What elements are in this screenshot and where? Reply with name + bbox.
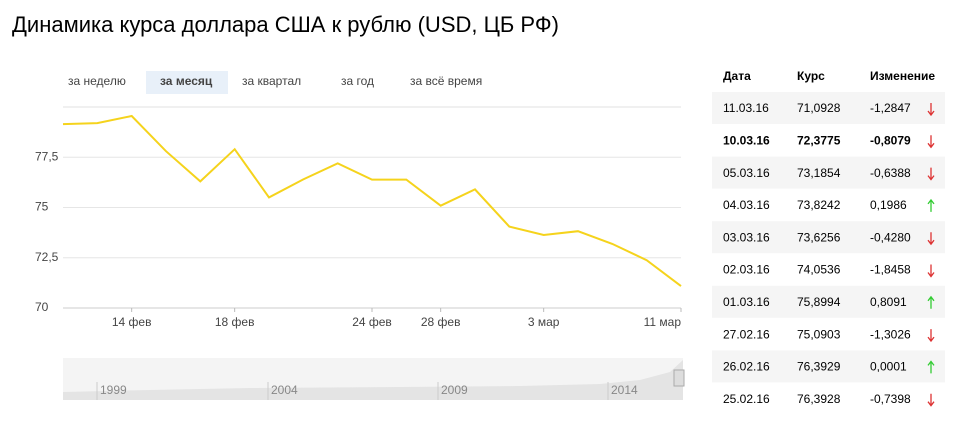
x-tick-label: 3 мар <box>528 315 560 329</box>
change-arrow <box>927 295 935 309</box>
table-cell: 01.03.16 <box>723 295 770 309</box>
table-cell: 76,3929 <box>797 360 841 374</box>
change-arrow <box>927 393 935 407</box>
table-cell: 03.03.16 <box>723 230 770 244</box>
table-cell: 71,0928 <box>797 101 841 115</box>
y-tick-label: 77,5 <box>35 149 59 163</box>
navigator-label: 2014 <box>611 383 638 397</box>
table-cell: 74,0536 <box>797 263 841 277</box>
change-arrow <box>927 329 935 343</box>
x-tick-label: 11 мар <box>644 315 682 329</box>
tab[interactable]: за всё время <box>410 74 482 88</box>
tab[interactable]: за неделю <box>68 74 126 88</box>
table-cell: 0,1986 <box>870 198 907 212</box>
navigator-handle[interactable] <box>673 369 685 387</box>
change-arrow <box>927 198 935 212</box>
table-cell: -1,8458 <box>870 263 911 277</box>
table-cell: 11.03.16 <box>723 101 769 115</box>
y-tick-label: 72,5 <box>35 250 59 264</box>
x-tick-label: 24 фев <box>352 315 392 329</box>
table-cell: -1,2847 <box>870 101 911 115</box>
table-header: Дата <box>723 69 751 83</box>
navigator-area <box>63 360 683 400</box>
x-tick-label: 28 фев <box>421 315 461 329</box>
table-cell: 10.03.16 <box>723 133 770 147</box>
table-cell: -1,3026 <box>870 327 911 341</box>
table-cell: 25.02.16 <box>723 392 770 406</box>
table-cell: 73,1854 <box>797 166 841 180</box>
change-arrow <box>927 264 935 278</box>
change-arrow <box>927 135 935 149</box>
table-cell: 04.03.16 <box>723 198 770 212</box>
tab[interactable]: за месяц <box>160 74 213 88</box>
row-bg <box>712 221 945 254</box>
table-cell: -0,4280 <box>870 230 911 244</box>
table-cell: -0,6388 <box>870 166 911 180</box>
table-header: Курс <box>797 69 825 83</box>
x-tick-label: 18 фев <box>215 315 255 329</box>
tab-active-bg <box>146 71 228 94</box>
tab[interactable]: за год <box>341 74 374 88</box>
table-cell: 73,6256 <box>797 230 841 244</box>
row-bg <box>712 285 945 318</box>
tab[interactable]: за квартал <box>242 74 301 88</box>
change-arrow <box>927 167 935 181</box>
table-cell: 26.02.16 <box>723 360 770 374</box>
table-header: Изменение <box>870 69 935 83</box>
row-bg <box>712 156 945 189</box>
page-title: Динамика курса доллара США к рублю (USD,… <box>12 12 559 37</box>
row-bg <box>712 92 945 124</box>
row-bg <box>712 350 945 383</box>
y-tick-label: 70 <box>35 300 49 314</box>
change-arrow <box>927 103 935 117</box>
x-tick-label: 14 фев <box>112 315 152 329</box>
table-cell: 0,8091 <box>870 295 907 309</box>
table-cell: 27.02.16 <box>723 327 770 341</box>
table-cell: 75,0903 <box>797 327 841 341</box>
navigator-label: 2009 <box>441 383 468 397</box>
table-cell: -0,7398 <box>870 392 911 406</box>
table-cell: 75,8994 <box>797 295 841 309</box>
change-arrow <box>927 232 935 246</box>
change-arrow <box>927 360 935 374</box>
table-cell: 76,3928 <box>797 392 841 406</box>
navigator-label: 1999 <box>100 383 127 397</box>
navigator-label: 2004 <box>271 383 298 397</box>
table-cell: -0,8079 <box>870 133 911 147</box>
y-tick-label: 75 <box>35 200 49 214</box>
table-cell: 02.03.16 <box>723 263 770 277</box>
series-line <box>62 114 682 287</box>
table-cell: 72,3775 <box>797 133 841 147</box>
table-cell: 05.03.16 <box>723 166 770 180</box>
table-cell: 73,8242 <box>797 198 841 212</box>
table-cell: 0,0001 <box>870 360 907 374</box>
